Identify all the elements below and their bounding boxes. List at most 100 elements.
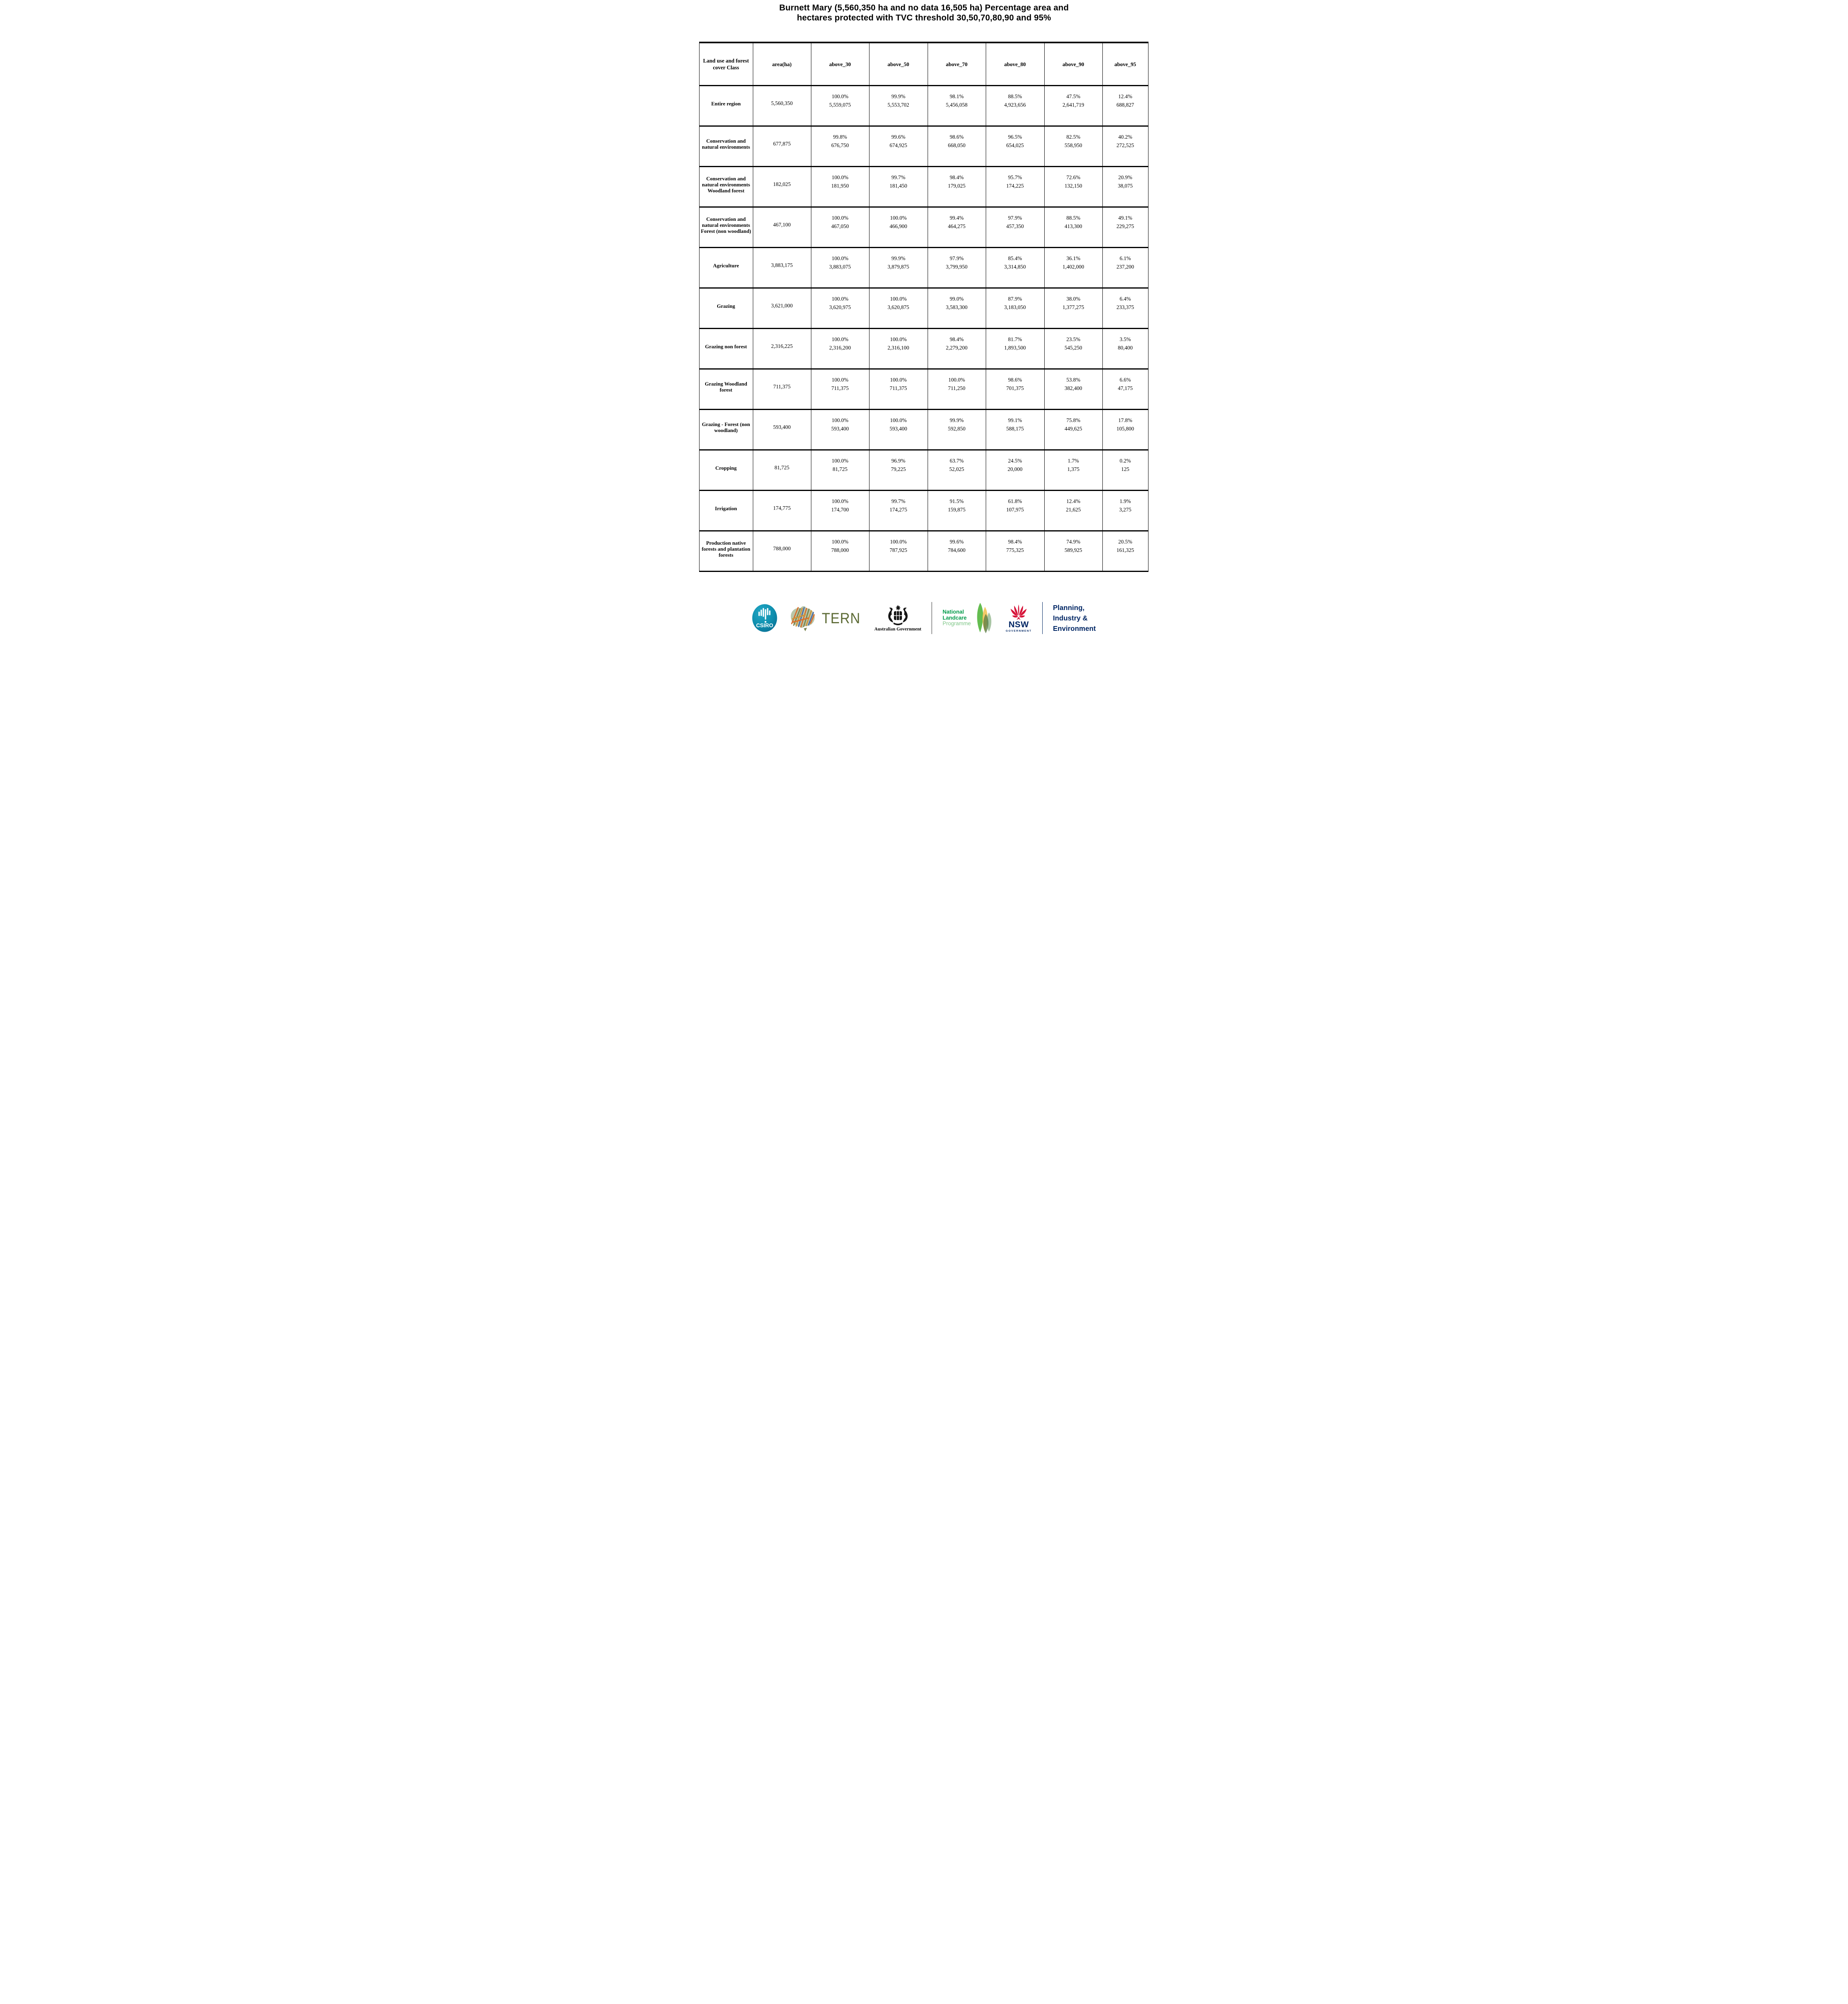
percent-value: 99.6% [950, 538, 964, 545]
area-cell: 81,725 [752, 450, 811, 491]
percent-value: 96.5% [1008, 133, 1022, 140]
row-label-text: Conservation and natural environments [702, 138, 750, 150]
percent-value: 99.7% [891, 498, 906, 504]
threshold-cell: 100.0% 181,950 [811, 166, 869, 207]
row-label-text: Grazing Woodland forest [705, 381, 747, 393]
hectares-value: 174,225 [1006, 182, 1024, 189]
table-row: Cropping 81,725 100.0% 81,725 96.9% 79,225 63.… [699, 450, 1148, 491]
column-header-above80: above_80 [985, 42, 1045, 86]
percent-value: 49.1% [1118, 214, 1132, 221]
percent-value: 96.9% [891, 457, 906, 464]
area-value: 3,621,000 [771, 303, 793, 309]
area-value: 2,316,225 [771, 343, 793, 349]
threshold-cell: 98.4% 2,279,200 [927, 328, 986, 369]
threshold-cell: 6.1% 237,200 [1102, 247, 1148, 288]
row-label: Conservation and natural environments Wo… [699, 166, 753, 207]
table-row: Grazing 3,621,000 100.0% 3,620,975 100.0% 3,6… [699, 288, 1148, 329]
planning-line3: Environment [1053, 624, 1096, 632]
area-value: 81,725 [774, 465, 790, 471]
percent-value: 38.0% [1066, 295, 1080, 302]
threshold-cell: 99.4% 464,275 [927, 207, 986, 248]
hectares-value: 788,000 [831, 547, 849, 553]
hectares-value: 237,200 [1116, 263, 1134, 270]
landcare-wordmark: National Landcare Programme [942, 609, 971, 627]
hectares-value: 711,375 [831, 385, 849, 391]
threshold-cell: 99.8% 676,750 [811, 126, 869, 167]
area-value: 182,025 [773, 181, 791, 187]
threshold-cell: 100.0% 2,316,100 [869, 328, 928, 369]
hectares-value: 4,923,656 [1004, 101, 1026, 108]
threshold-cell: 100.0% 788,000 [811, 531, 869, 572]
hectares-value: 2,279,200 [946, 344, 968, 351]
percent-value: 0.2% [1119, 457, 1131, 464]
area-cell: 174,775 [752, 490, 811, 531]
percent-value: 20.9% [1118, 174, 1132, 180]
threshold-cell: 47.5% 2,641,719 [1044, 85, 1103, 126]
threshold-cell: 99.0% 3,583,300 [927, 288, 986, 329]
percent-value: 100.0% [890, 214, 907, 221]
row-label-text: Production native forests and plantation… [702, 539, 750, 558]
area-value: 711,375 [773, 384, 791, 390]
percent-value: 98.6% [950, 133, 964, 140]
row-label-text: Conservation and natural environments Wo… [702, 175, 750, 194]
hectares-value: 467,050 [831, 223, 849, 229]
hectares-value: 3,620,975 [829, 304, 851, 310]
percent-value: 87.9% [1008, 295, 1022, 302]
percent-value: 95.7% [1008, 174, 1022, 180]
csiro-logo: CSIRO [752, 604, 777, 632]
hectares-value: 47,175 [1118, 385, 1133, 391]
hectares-value: 5,559,075 [829, 101, 851, 108]
threshold-cell: 100.0% 467,050 [811, 207, 869, 248]
percent-value: 97.9% [950, 255, 964, 261]
threshold-cell: 61.8% 107,975 [985, 490, 1045, 531]
threshold-cell: 98.4% 179,025 [927, 166, 986, 207]
hectares-value: 588,175 [1006, 425, 1024, 432]
row-label: Grazing non forest [699, 328, 753, 369]
area-value: 3,883,175 [771, 262, 793, 268]
hectares-value: 181,450 [890, 182, 907, 189]
threshold-cell: 100.0% 787,925 [869, 531, 928, 572]
area-value: 677,875 [773, 141, 791, 147]
area-cell: 3,621,000 [752, 288, 811, 329]
hectares-value: 784,600 [948, 547, 966, 553]
threshold-cell: 99.9% 592,850 [927, 409, 986, 450]
table-row: Entire region 5,560,350 100.0% 5,559,075 99.… [699, 85, 1148, 126]
hectares-value: 2,316,200 [829, 344, 851, 351]
threshold-cell: 99.6% 674,925 [869, 126, 928, 167]
table-row: Grazing non forest 2,316,225 100.0% 2,316,2… [699, 328, 1148, 369]
area-cell: 3,883,175 [752, 247, 811, 288]
area-cell: 467,100 [752, 207, 811, 248]
hectares-value: 2,316,100 [888, 344, 909, 351]
hectares-value: 775,325 [1006, 547, 1024, 553]
table-row: Agriculture 3,883,175 100.0% 3,883,075 99.9%… [699, 247, 1148, 288]
table-row: Conservation and natural environments 677… [699, 126, 1148, 167]
tern-map-icon [791, 606, 815, 631]
row-label-text: Irrigation [715, 505, 737, 511]
threshold-cell: 100.0% 711,250 [927, 369, 986, 410]
percent-value: 61.8% [1008, 498, 1022, 504]
area-cell: 677,875 [752, 126, 811, 167]
logo-strip: CSIRO [693, 598, 1155, 638]
percent-value: 98.6% [1008, 376, 1022, 383]
hectares-value: 787,925 [890, 547, 907, 553]
hectares-value: 174,275 [890, 506, 907, 513]
threshold-cell: 72.6% 132,150 [1044, 166, 1103, 207]
percent-value: 98.1% [950, 93, 964, 99]
national-landcare-logo: National Landcare Programme [942, 602, 995, 634]
percent-value: 100.0% [831, 538, 849, 545]
land-use-table: Land use and forest cover Class area(ha)… [699, 42, 1148, 572]
threshold-cell: 81.7% 1,893,500 [985, 328, 1045, 369]
percent-value: 6.4% [1119, 295, 1131, 302]
area-value: 174,775 [773, 505, 791, 511]
hectares-value: 159,875 [948, 506, 966, 513]
hectares-value: 181,950 [831, 182, 849, 189]
percent-value: 24.5% [1008, 457, 1022, 464]
hectares-value: 272,525 [1116, 142, 1134, 148]
percent-value: 100.0% [890, 376, 907, 383]
hectares-value: 3,799,950 [946, 263, 968, 270]
threshold-cell: 20.5% 161,325 [1102, 531, 1148, 572]
percent-value: 100.0% [831, 417, 849, 423]
threshold-cell: 12.4% 21,625 [1044, 490, 1103, 531]
threshold-cell: 3.5% 80,400 [1102, 328, 1148, 369]
column-header-above70: above_70 [927, 42, 986, 86]
